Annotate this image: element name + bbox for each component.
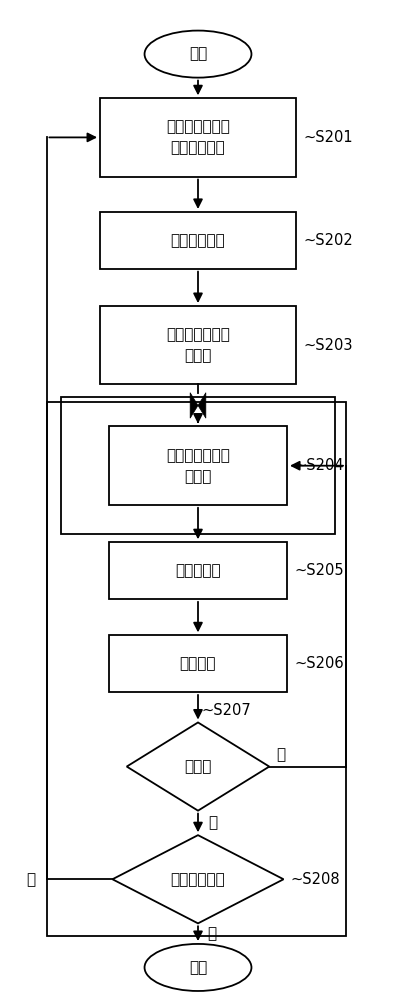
Bar bbox=[109, 542, 287, 599]
Text: ∼S204: ∼S204 bbox=[294, 458, 344, 473]
Text: 恒风量: 恒风量 bbox=[184, 759, 212, 774]
Text: 确定风机的实际
占空比: 确定风机的实际 占空比 bbox=[166, 448, 230, 484]
Polygon shape bbox=[190, 393, 206, 418]
Ellipse shape bbox=[145, 944, 251, 991]
Text: 是: 是 bbox=[209, 815, 218, 830]
Polygon shape bbox=[112, 835, 284, 923]
Polygon shape bbox=[127, 722, 269, 811]
Text: 否: 否 bbox=[207, 926, 216, 941]
Text: ∼S206: ∼S206 bbox=[294, 656, 344, 671]
Text: ∼S205: ∼S205 bbox=[294, 563, 344, 578]
Text: 开始: 开始 bbox=[189, 47, 207, 62]
Text: 是: 是 bbox=[26, 872, 35, 887]
Text: ∼S201: ∼S201 bbox=[303, 130, 353, 145]
Text: 结束: 结束 bbox=[189, 960, 207, 975]
Bar bbox=[100, 306, 296, 384]
Text: 环境温度变化: 环境温度变化 bbox=[171, 872, 225, 887]
Text: 确定风机的额定
占空比: 确定风机的额定 占空比 bbox=[166, 327, 230, 363]
Bar bbox=[109, 426, 287, 505]
Text: 占空比调节: 占空比调节 bbox=[175, 563, 221, 578]
Text: ∼S202: ∼S202 bbox=[303, 233, 353, 248]
Bar bbox=[47, 402, 346, 936]
Text: ∼S208: ∼S208 bbox=[291, 872, 340, 887]
Text: 调节风量: 调节风量 bbox=[180, 656, 216, 671]
Text: 读取环境温度，
确定温度系数: 读取环境温度， 确定温度系数 bbox=[166, 119, 230, 155]
Text: 确定风机档位: 确定风机档位 bbox=[171, 233, 225, 248]
Ellipse shape bbox=[145, 31, 251, 78]
Bar bbox=[100, 212, 296, 269]
Text: ∼S203: ∼S203 bbox=[303, 338, 353, 353]
Bar bbox=[109, 635, 287, 692]
Text: ∼S207: ∼S207 bbox=[202, 703, 251, 718]
Bar bbox=[61, 397, 335, 534]
Text: 否: 否 bbox=[276, 747, 286, 762]
Bar bbox=[100, 98, 296, 177]
